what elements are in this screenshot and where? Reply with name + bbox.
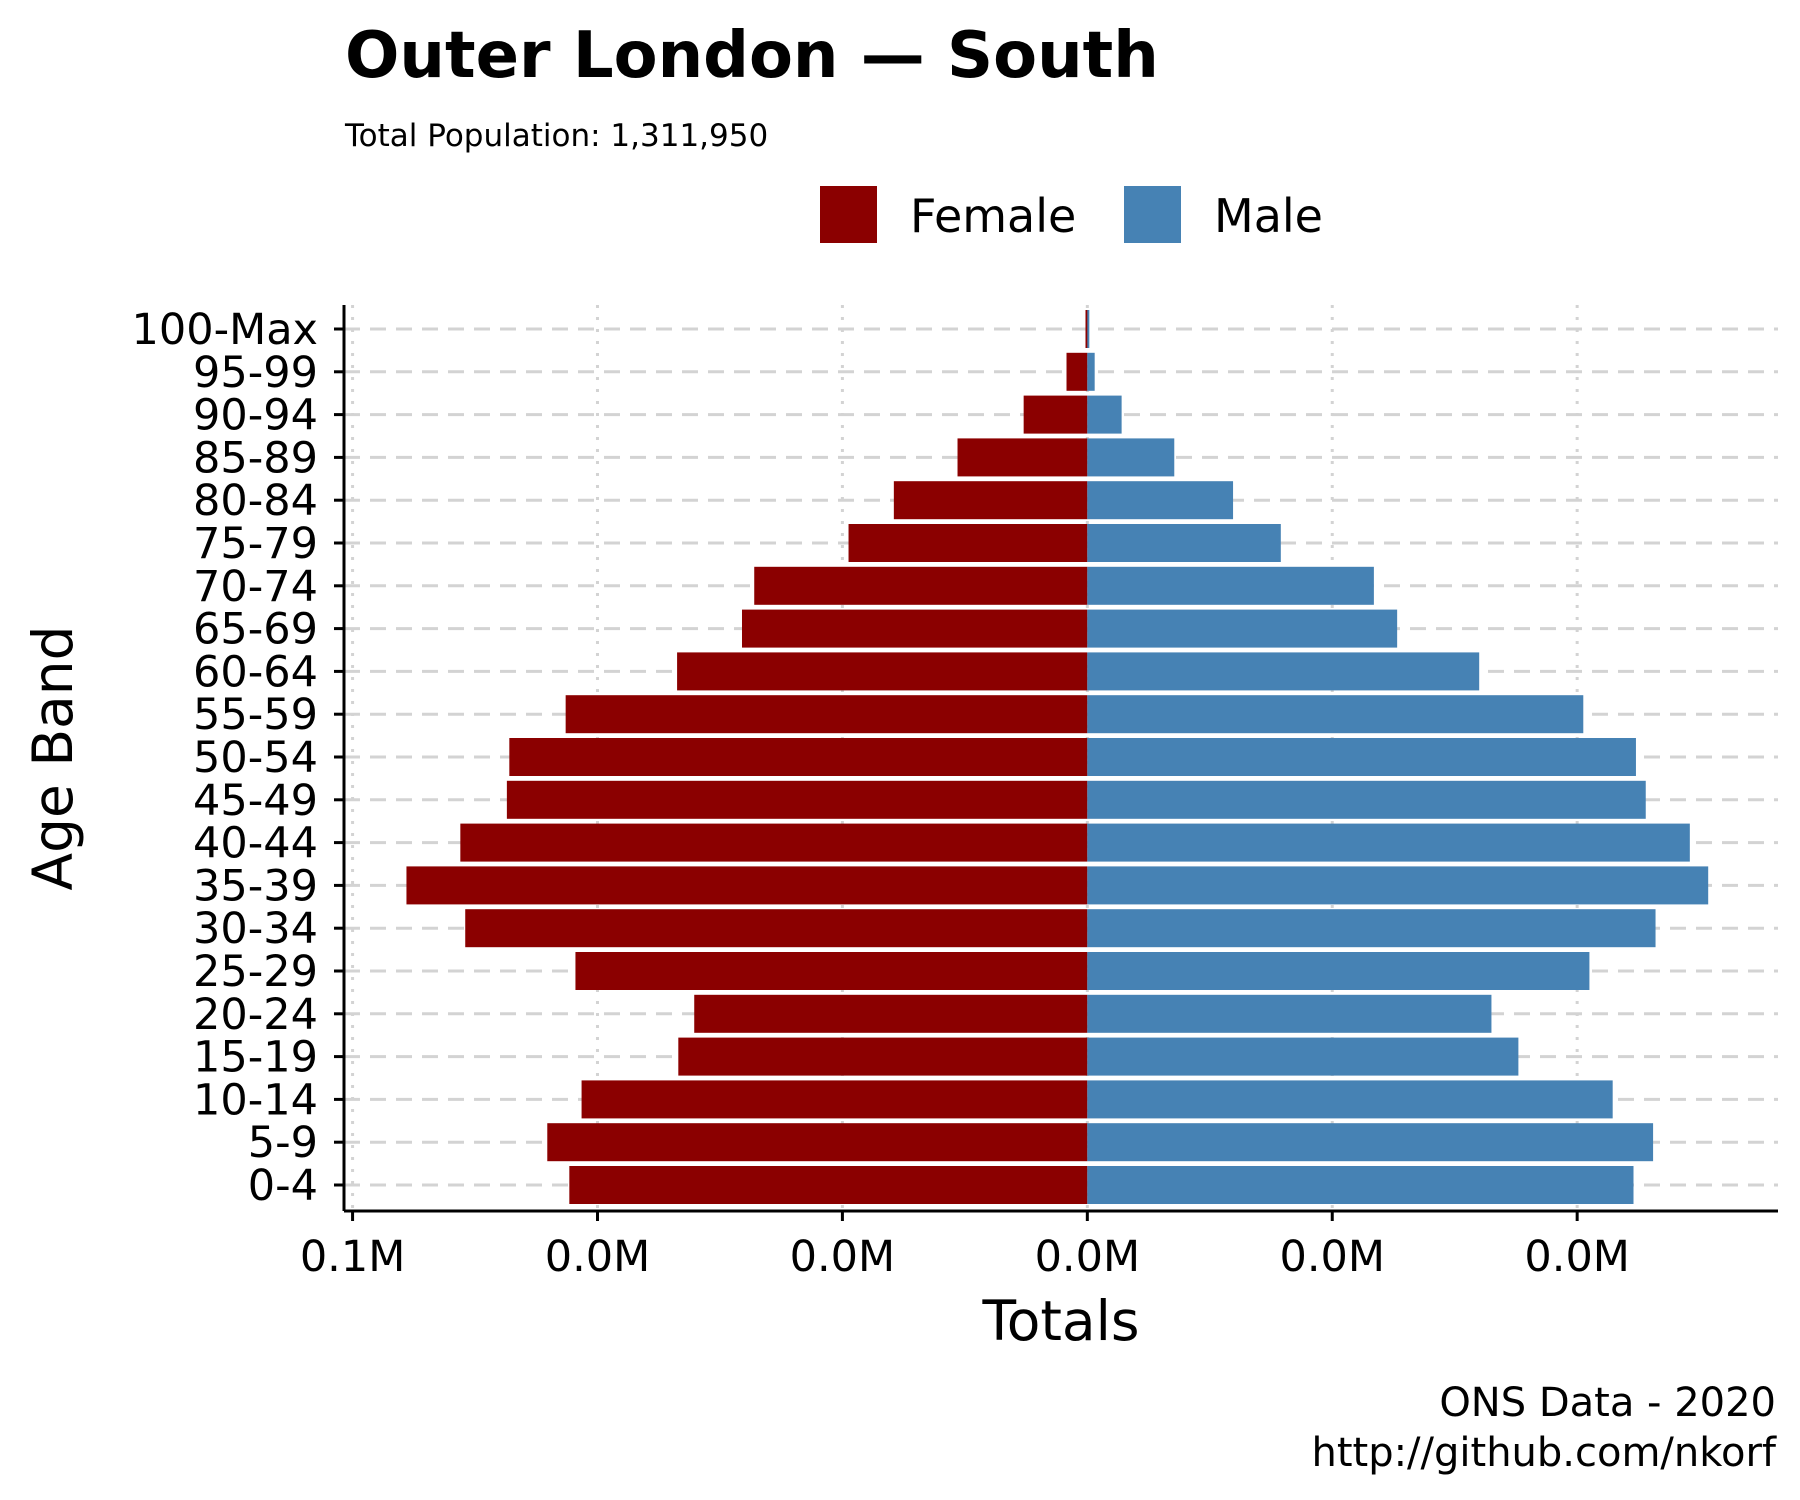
y-tick-label-45-49: 45-49 [193, 776, 318, 826]
y-tick-label-35-39: 35-39 [193, 861, 318, 911]
x-tick-labels: 0.1M 0.0M 0.0M 0.0M 0.0M 0.0M [300, 1232, 1630, 1282]
bar-female-45-49 [506, 780, 1088, 819]
bar-male-80-84 [1087, 481, 1234, 520]
y-tick-label-55-59: 55-59 [193, 690, 318, 740]
caption-source: ONS Data - 2020 [1439, 1380, 1776, 1426]
bar-female-10-14 [581, 1080, 1088, 1119]
bar-female-85-89 [957, 438, 1088, 477]
legend: Female Male [820, 186, 1323, 243]
caption-url: http://github.com/nkorf [1311, 1430, 1776, 1476]
y-tick-labels: 0-45-910-1415-1920-2425-2930-3435-3940-4… [132, 305, 319, 1211]
bar-female-95-99 [1066, 352, 1088, 391]
bar-male-30-34 [1087, 909, 1656, 948]
bar-female-5-9 [547, 1123, 1088, 1162]
bar-male-55-59 [1087, 695, 1584, 734]
bar-female-40-44 [460, 823, 1088, 862]
y-tick-label-80-84: 80-84 [193, 476, 318, 526]
x-tick-label-3: 0.0M [1035, 1232, 1140, 1282]
bar-male-90-94 [1087, 395, 1122, 434]
y-tick-label-15-19: 15-19 [193, 1033, 318, 1083]
y-tick-label-40-44: 40-44 [193, 819, 318, 869]
bar-female-100-Max [1085, 310, 1088, 348]
bar-male-0-4 [1087, 1166, 1634, 1204]
bar-female-30-34 [465, 909, 1088, 948]
chart-subtitle: Total Population: 1,311,950 [344, 118, 768, 154]
bar-female-60-64 [677, 652, 1088, 691]
bar-female-35-39 [406, 866, 1088, 905]
x-tick-label-5: 0.0M [1524, 1232, 1629, 1282]
y-tick-label-30-34: 30-34 [193, 904, 318, 954]
bar-female-20-24 [694, 994, 1088, 1033]
bar-female-0-4 [569, 1166, 1088, 1204]
bar-female-65-69 [741, 609, 1088, 648]
bar-male-35-39 [1087, 866, 1709, 905]
bar-male-75-79 [1087, 524, 1281, 562]
x-tick-label-4: 0.0M [1280, 1232, 1385, 1282]
bar-male-15-19 [1087, 1037, 1519, 1076]
y-tick-label-60-64: 60-64 [193, 647, 318, 697]
bars [406, 310, 1709, 1204]
bar-female-75-79 [848, 524, 1088, 562]
bar-male-25-29 [1087, 952, 1590, 990]
y-tick-label-85-89: 85-89 [193, 433, 318, 483]
legend-swatch-male [1124, 186, 1181, 243]
bar-female-50-54 [509, 738, 1088, 776]
bar-male-40-44 [1087, 823, 1690, 862]
axes [334, 305, 1778, 1221]
y-tick-label-20-24: 20-24 [193, 990, 318, 1040]
y-tick-label-0-4: 0-4 [248, 1161, 318, 1211]
y-axis-title: Age Band [21, 625, 85, 890]
y-tick-label-90-94: 90-94 [193, 391, 318, 441]
bar-male-20-24 [1087, 994, 1492, 1033]
y-tick-label-10-14: 10-14 [193, 1075, 318, 1125]
y-tick-label-65-69: 65-69 [193, 605, 318, 655]
bar-male-45-49 [1087, 780, 1646, 819]
bar-male-10-14 [1087, 1080, 1613, 1119]
legend-label-female: Female [910, 189, 1076, 243]
bar-female-70-74 [754, 566, 1088, 605]
bar-female-80-84 [893, 481, 1088, 520]
bar-female-25-29 [575, 952, 1088, 990]
bar-male-85-89 [1087, 438, 1175, 477]
bar-male-100-Max [1087, 310, 1090, 348]
bar-male-5-9 [1087, 1123, 1654, 1162]
bar-male-95-99 [1087, 352, 1095, 391]
y-tick-label-5-9: 5-9 [248, 1118, 318, 1168]
y-tick-label-95-99: 95-99 [193, 348, 318, 398]
y-tick-label-50-54: 50-54 [193, 733, 318, 783]
x-tick-label-2: 0.0M [790, 1232, 895, 1282]
chart-title: Outer London — South [345, 19, 1159, 93]
bar-male-70-74 [1087, 566, 1374, 605]
bar-male-65-69 [1087, 609, 1398, 648]
x-axis-title: Totals [981, 1289, 1139, 1353]
bar-male-50-54 [1087, 738, 1636, 776]
y-tick-label-75-79: 75-79 [193, 519, 318, 569]
y-tick-label-25-29: 25-29 [193, 947, 318, 997]
bar-female-90-94 [1023, 395, 1088, 434]
bar-female-55-59 [565, 695, 1088, 734]
y-tick-label-100-Max: 100-Max [132, 305, 319, 355]
legend-swatch-female [820, 186, 877, 243]
bar-female-15-19 [678, 1037, 1088, 1076]
y-tick-label-70-74: 70-74 [193, 562, 318, 612]
bar-male-60-64 [1087, 652, 1480, 691]
x-tick-label-0: 0.1M [300, 1232, 405, 1282]
legend-label-male: Male [1214, 189, 1323, 243]
x-tick-label-1: 0.0M [545, 1232, 650, 1282]
